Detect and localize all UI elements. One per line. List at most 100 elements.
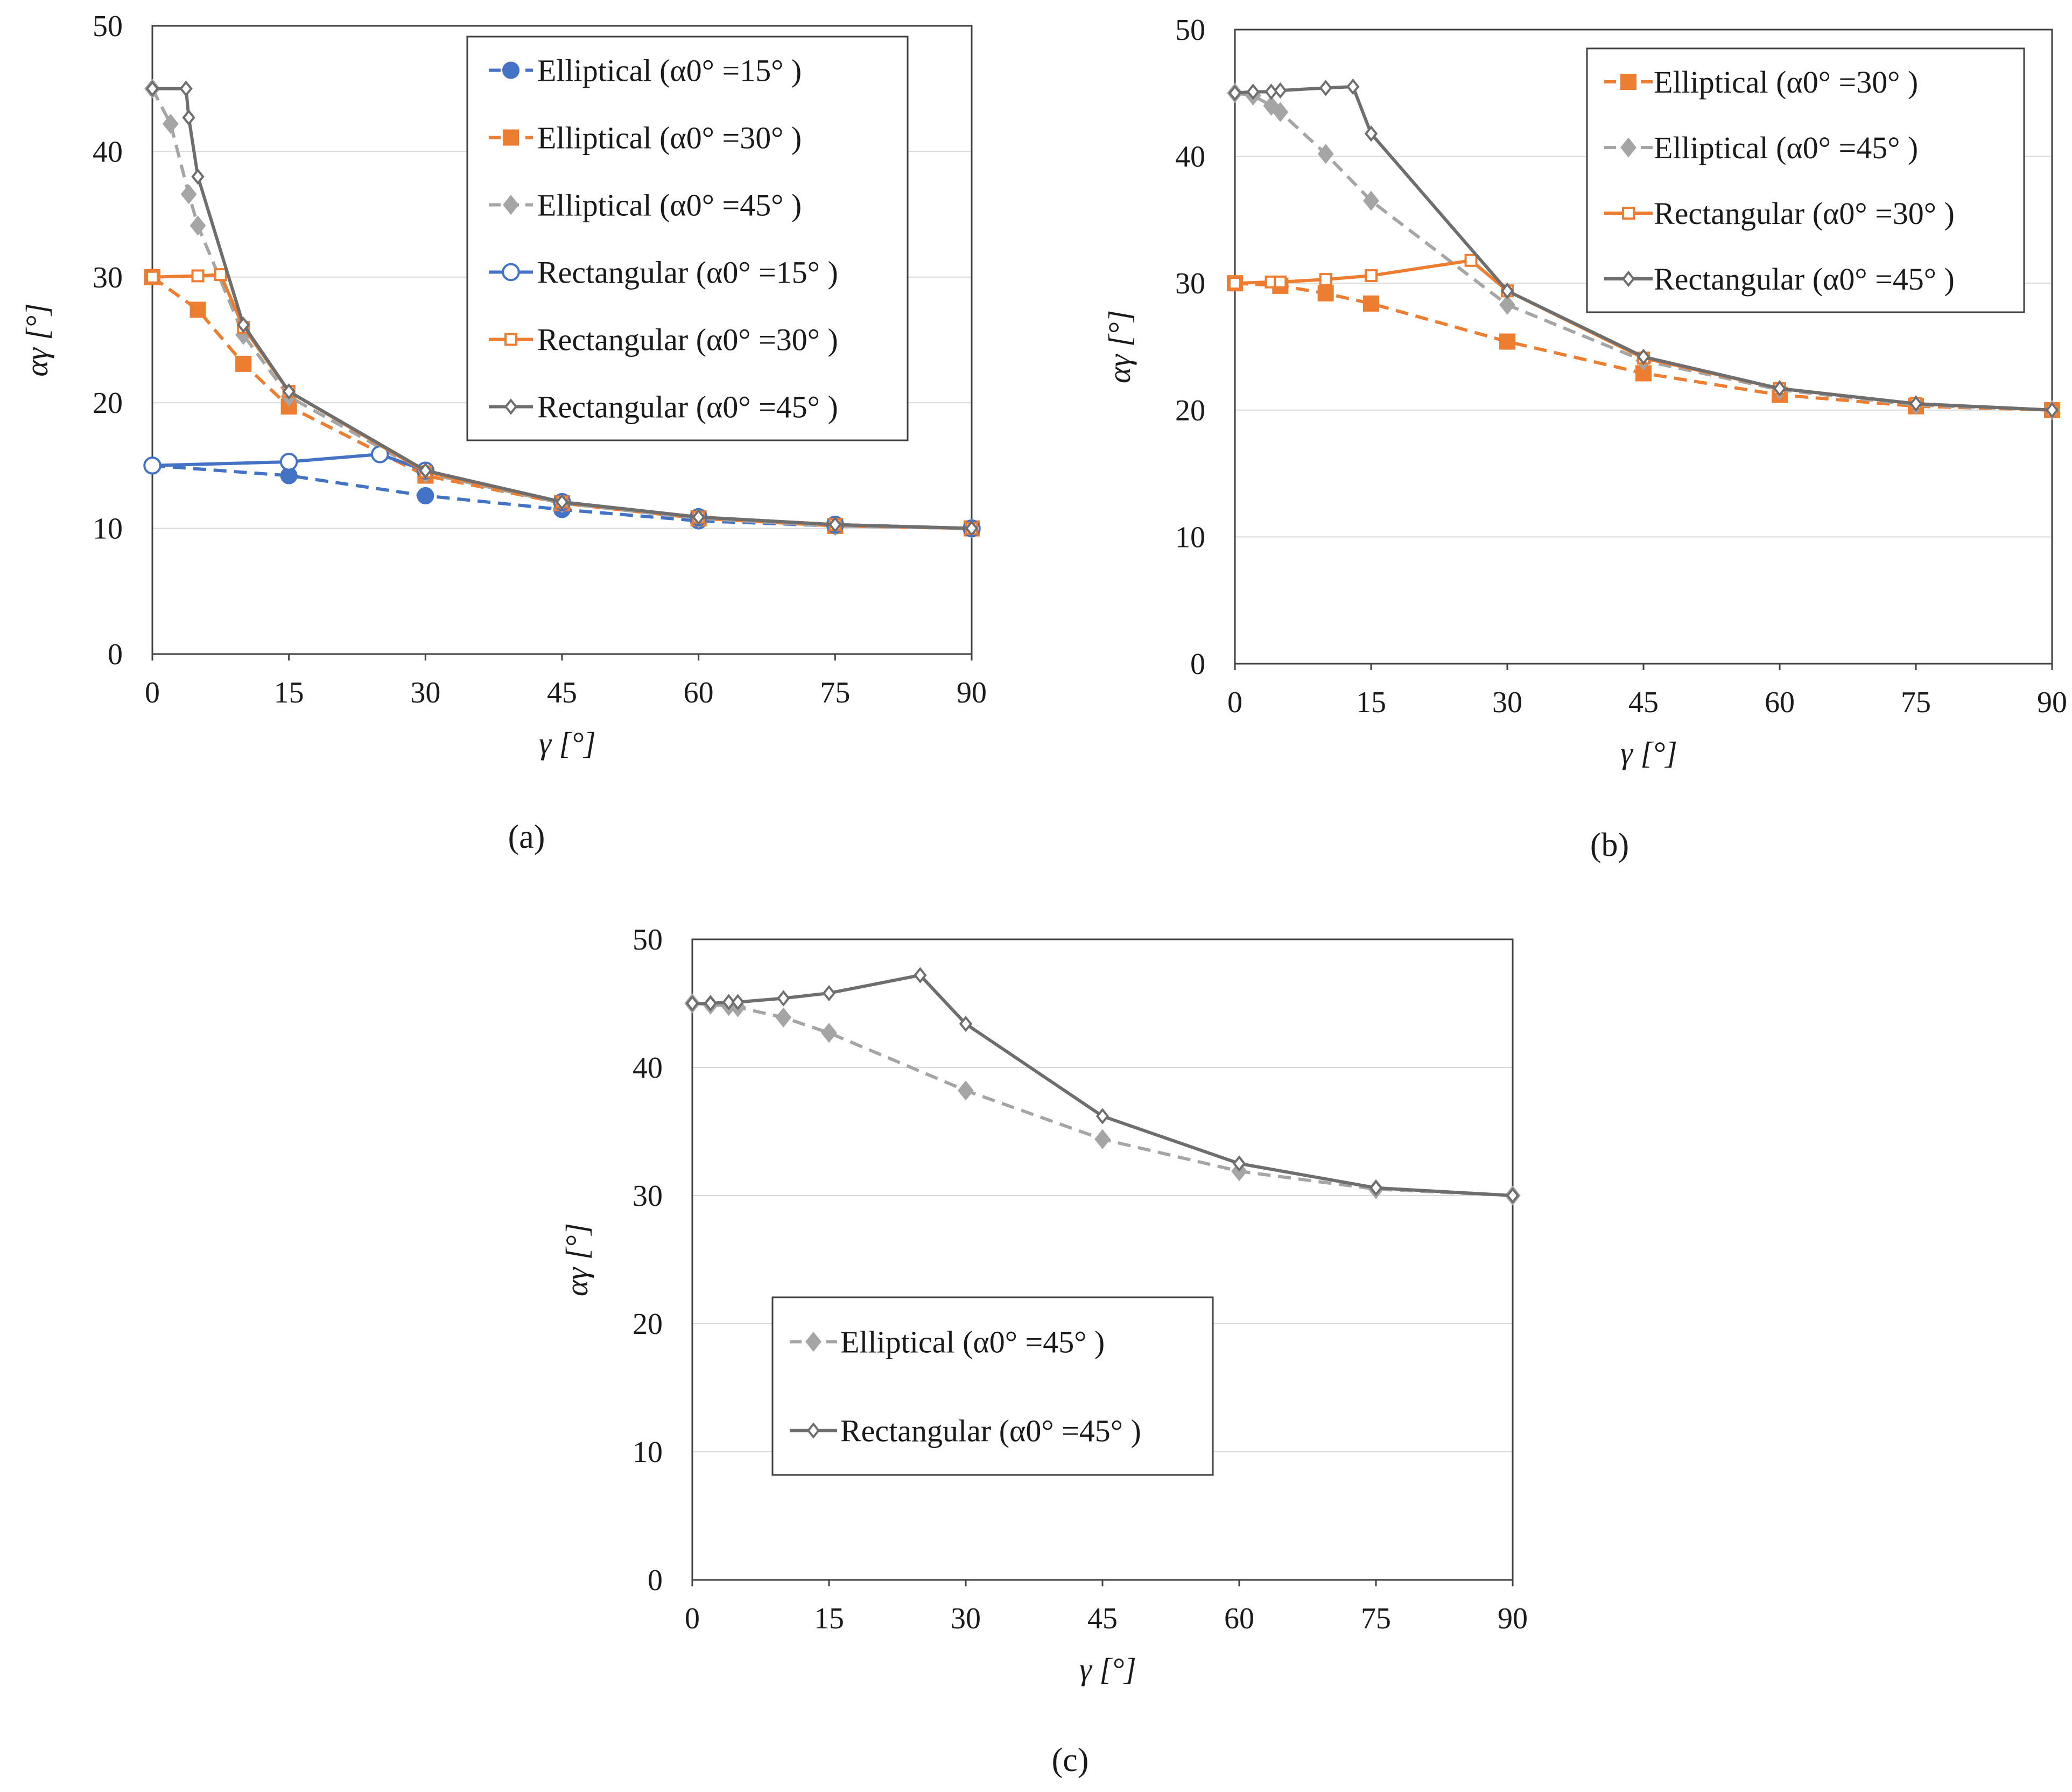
legend-item: Elliptical (α0° =45° ) (1604, 130, 1918, 165)
x-tick-label: 30 (410, 676, 440, 709)
x-tick-label: 45 (547, 676, 577, 709)
data-point (692, 509, 705, 525)
x-axis-label: γ [°] (1620, 735, 1677, 770)
y-tick-label: 50 (93, 10, 123, 43)
data-point (1506, 1187, 1520, 1204)
data-point (1228, 277, 1241, 290)
legend-item: Elliptical (α0° =30° ) (489, 121, 802, 156)
data-point (731, 994, 744, 1010)
legend-marker (502, 61, 519, 79)
series-rectangular-0-15 (143, 445, 981, 538)
x-tick-label: 60 (684, 676, 714, 709)
data-point (1499, 333, 1515, 350)
panel-caption: (b) (1590, 827, 1629, 863)
data-point (1773, 380, 1787, 397)
legend: Elliptical (α0° =30° ) Elliptical (α0° =4… (1586, 47, 2025, 313)
y-tick-label: 20 (1175, 394, 1205, 427)
legend-label: Elliptical (α0° =45° ) (840, 1325, 1105, 1360)
data-point (1317, 285, 1334, 302)
x-tick-label: 90 (1498, 1602, 1528, 1635)
y-tick-label: 40 (1175, 140, 1205, 174)
x-tick-label: 15 (1356, 686, 1386, 719)
series-line (692, 973, 1513, 1197)
series-rectangular-0-45 (1228, 78, 2059, 419)
x-tick-label: 75 (1901, 686, 1931, 719)
legend-marker (805, 1331, 821, 1352)
data-point (959, 1015, 973, 1032)
legend-item: Rectangular (α0° =45° ) (790, 1414, 1141, 1449)
y-tick-label: 40 (633, 1051, 663, 1085)
x-tick-label: 75 (820, 676, 850, 709)
x-axis-label: γ [°] (1079, 1652, 1136, 1686)
legend-marker (1622, 207, 1635, 220)
data-point (1500, 283, 1514, 299)
legend-label: Elliptical (α0° =45° ) (1654, 130, 1918, 165)
y-axis-label: αγ [°] (559, 1223, 594, 1296)
legend-marker (503, 129, 519, 146)
y-tick-label: 10 (633, 1436, 663, 1469)
x-axis-label: γ [°] (539, 726, 596, 761)
legend-label: Elliptical (α0° =30° ) (537, 121, 802, 156)
x-tick-label: 0 (145, 676, 160, 709)
chart-panel-a: 0 10 20 30 40 50 0 15 30 45 60 75 90 γ [°] αγ [°] Ellip… (19, 10, 987, 855)
data-point (1232, 1155, 1246, 1172)
data-point (1319, 80, 1332, 96)
legend-marker (1621, 270, 1635, 287)
x-tick-label: 0 (1227, 686, 1242, 719)
x-tick-label: 15 (814, 1602, 844, 1635)
series-line (692, 1002, 1513, 1197)
legend-marker (504, 398, 518, 415)
legend-marker (503, 194, 519, 215)
data-point (189, 301, 206, 318)
legend-label: Rectangular (α0° =30° ) (1654, 196, 1955, 231)
legend-marker (1620, 74, 1636, 90)
x-tick-label: 60 (1765, 686, 1795, 719)
series-elliptical-0-45 (684, 993, 1521, 1206)
data-point (822, 985, 836, 1002)
legend: Elliptical (α0° =45° ) Rectangular (α0° =… (771, 1296, 1214, 1476)
legend: Elliptical (α0° =15° ) Elliptical (α0° =3… (466, 36, 909, 441)
legend-marker (504, 333, 517, 346)
legend-label: Elliptical (α0° =45° ) (537, 188, 802, 223)
data-point (214, 268, 227, 282)
data-point (1499, 294, 1515, 315)
data-point (704, 995, 718, 1012)
data-point (1319, 273, 1332, 286)
data-point (914, 967, 927, 983)
data-point (1274, 275, 1287, 289)
legend-label: Rectangular (α0° =45° ) (840, 1414, 1141, 1449)
data-point (965, 520, 979, 537)
legend-label: Elliptical (α0° =15° ) (537, 53, 802, 88)
legend-item: Rectangular (α0° =30° ) (489, 322, 838, 357)
data-point (828, 516, 842, 533)
y-tick-label: 10 (1175, 521, 1205, 554)
x-tick-label: 30 (1492, 686, 1522, 719)
data-point (685, 995, 699, 1012)
legend-label: Rectangular (α0° =15° ) (537, 255, 838, 290)
x-tick-label: 30 (951, 1602, 981, 1635)
series-rectangular-0-45 (145, 80, 979, 537)
legend-label: Elliptical (α0° =30° ) (1654, 65, 1918, 100)
data-point (235, 355, 252, 372)
data-point (236, 317, 250, 333)
data-point (191, 269, 205, 283)
x-tick-label: 60 (1224, 1602, 1254, 1635)
data-point (145, 80, 159, 97)
data-point (179, 80, 193, 97)
x-tick-label: 45 (1628, 686, 1659, 719)
y-axis-label: αγ [°] (19, 303, 54, 376)
data-point (1228, 85, 1242, 102)
panel-caption: (c) (1052, 1742, 1089, 1779)
data-point (775, 1007, 792, 1028)
y-tick-label: 40 (93, 135, 123, 168)
y-tick-label: 0 (108, 638, 123, 671)
data-point (1464, 254, 1478, 267)
legend-item: Elliptical (α0° =45° ) (489, 188, 802, 223)
data-point (419, 462, 432, 479)
y-tick-label: 50 (1175, 13, 1205, 47)
data-point (1317, 144, 1334, 164)
y-tick-label: 0 (648, 1564, 663, 1597)
data-point (1094, 1129, 1111, 1149)
y-tick-label: 20 (93, 386, 123, 420)
